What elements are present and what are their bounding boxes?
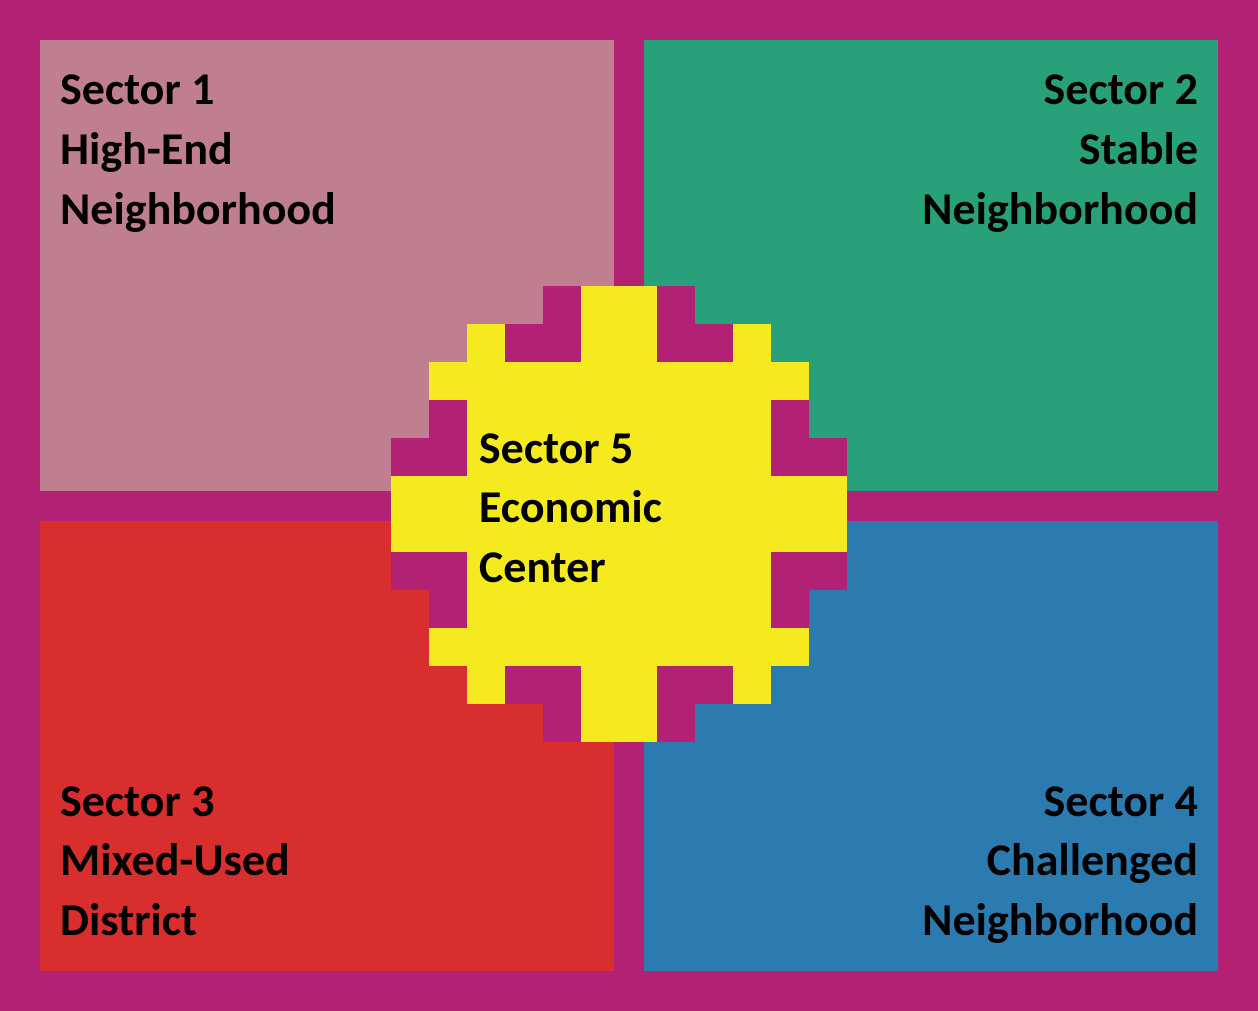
sector-diagram: Sector 1 High-End NeighborhoodSector 2 S… [0, 0, 1258, 1011]
sector-5-label: Sector 5 Economic Center [479, 419, 662, 598]
center-sector: Sector 5 Economic Center [0, 0, 1258, 1011]
